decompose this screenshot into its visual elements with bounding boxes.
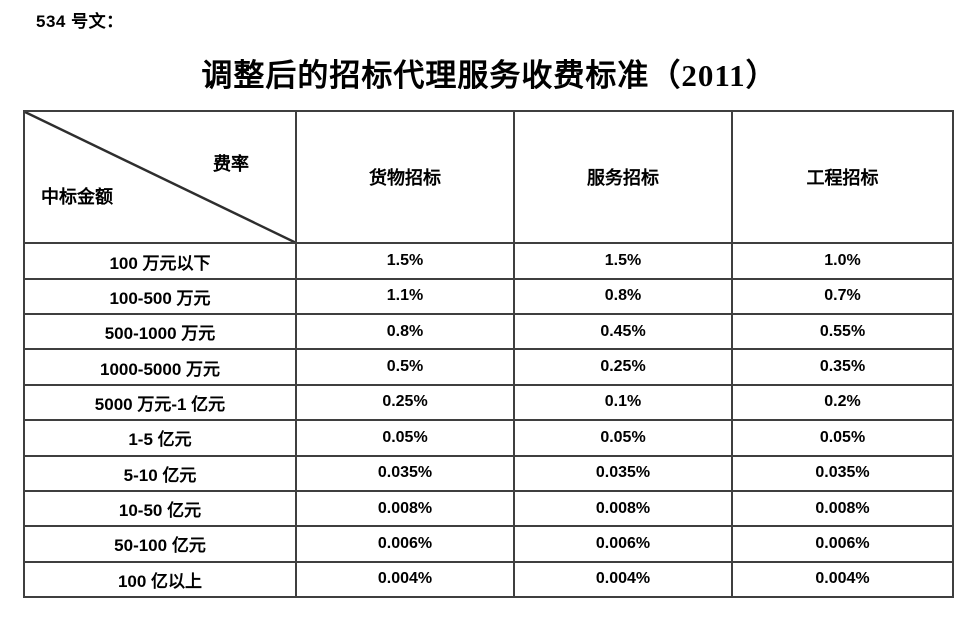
row-label: 500-1000 万元 (23, 313, 297, 351)
row-label: 1-5 亿元 (23, 419, 297, 457)
table-row: 100 万元以下 1.5% 1.5% 1.0% (23, 242, 954, 280)
rate-cell: 0.006% (513, 525, 733, 563)
table-row: 10-50 亿元 0.008% 0.008% 0.008% (23, 489, 954, 528)
corner-amount-label: 中标金额 (41, 187, 113, 207)
row-label: 100 万元以下 (23, 242, 297, 280)
rate-cell: 0.006% (731, 525, 954, 563)
row-label: 5000 万元-1 亿元 (23, 383, 297, 422)
table-row: 1-5 亿元 0.05% 0.05% 0.05% (23, 419, 954, 457)
rate-cell: 0.45% (513, 313, 733, 351)
row-label: 50-100 亿元 (23, 525, 297, 563)
table-header-row: 费率 中标金额 货物招标 服务招标 工程招标 (23, 109, 954, 245)
rate-cell: 0.7% (731, 277, 954, 316)
rate-cell: 0.05% (731, 419, 954, 457)
row-label: 10-50 亿元 (23, 489, 297, 528)
column-header-service: 服务招标 (513, 109, 733, 245)
doc-number-label: 534 号文： (36, 12, 124, 31)
rate-cell: 0.55% (731, 313, 954, 351)
rate-cell: 0.008% (731, 489, 954, 528)
row-label: 5-10 亿元 (23, 454, 297, 492)
row-label: 1000-5000 万元 (23, 348, 297, 386)
rate-cell: 0.25% (295, 383, 515, 422)
rate-cell: 0.035% (295, 454, 515, 492)
rate-cell: 0.008% (513, 489, 733, 528)
page-title: 调整后的招标代理服务收费标准（2011） (201, 58, 778, 93)
rate-cell: 0.05% (513, 419, 733, 457)
rate-cell: 0.004% (513, 560, 733, 599)
rate-cell: 0.25% (513, 348, 733, 386)
table-row: 100 亿以上 0.004% 0.004% 0.004% (23, 560, 954, 599)
rate-cell: 0.035% (513, 454, 733, 492)
row-label: 100 亿以上 (23, 560, 297, 599)
column-header-engineering: 工程招标 (731, 109, 954, 245)
table-row: 500-1000 万元 0.8% 0.45% 0.55% (23, 313, 954, 351)
column-header-goods: 货物招标 (295, 109, 515, 245)
rate-cell: 0.35% (731, 348, 954, 386)
table-row: 50-100 亿元 0.006% 0.006% 0.006% (23, 525, 954, 563)
diagonal-line (25, 112, 295, 243)
rate-cell: 0.8% (295, 313, 515, 351)
rate-cell: 0.1% (513, 383, 733, 422)
rate-cell: 1.0% (731, 242, 954, 280)
table-row: 100-500 万元 1.1% 0.8% 0.7% (23, 277, 954, 316)
rate-cell: 0.008% (295, 489, 515, 528)
row-label: 100-500 万元 (23, 277, 297, 316)
rate-cell: 0.035% (731, 454, 954, 492)
rate-cell: 0.006% (295, 525, 515, 563)
diagonal-corner-cell: 费率 中标金额 (23, 109, 297, 245)
rate-cell: 0.004% (731, 560, 954, 599)
rate-cell: 1.1% (295, 277, 515, 316)
table-row: 5-10 亿元 0.035% 0.035% 0.035% (23, 454, 954, 492)
rate-cell: 1.5% (295, 242, 515, 280)
rate-cell: 0.05% (295, 419, 515, 457)
fee-rate-table: 费率 中标金额 货物招标 服务招标 工程招标 100 万元以下 1.5% 1.5… (23, 109, 954, 599)
table-row: 5000 万元-1 亿元 0.25% 0.1% 0.2% (23, 383, 954, 422)
rate-cell: 0.2% (731, 383, 954, 422)
corner-fee-label: 费率 (213, 154, 249, 174)
rate-cell: 0.8% (513, 277, 733, 316)
rate-cell: 1.5% (513, 242, 733, 280)
table-row: 1000-5000 万元 0.5% 0.25% 0.35% (23, 348, 954, 386)
rate-cell: 0.5% (295, 348, 515, 386)
rate-cell: 0.004% (295, 560, 515, 599)
